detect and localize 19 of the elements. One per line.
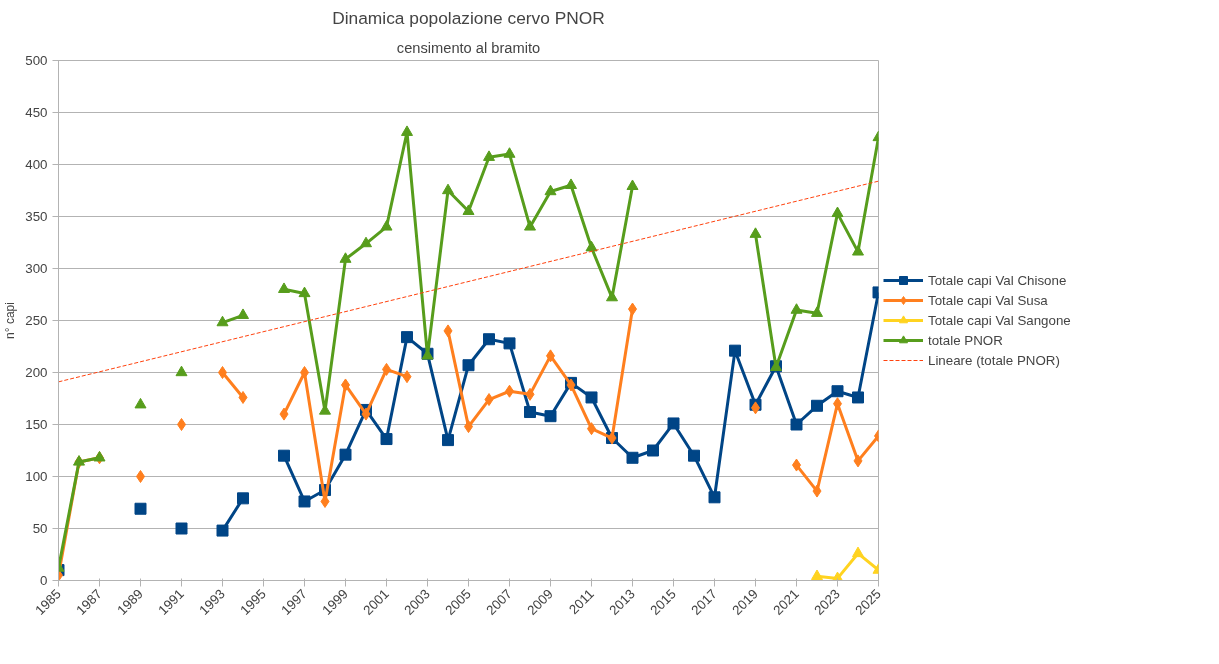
y-tick-label: 500 [25,53,48,68]
y-tick-label: 100 [25,469,48,484]
legend-label: totale PNOR [928,332,1003,348]
y-tick-label: 50 [32,521,48,536]
legend-label: Totale capi Val Sangone [928,312,1071,328]
y-tick-label: 350 [25,209,48,224]
y-axis-title: n° capi [3,302,18,339]
y-tick-label: 250 [25,313,48,328]
y-tick-label: 200 [25,365,48,380]
chart-subtitle: censimento al bramito [396,39,541,56]
y-tick-label: 400 [25,157,48,172]
y-tick-label: 150 [25,417,48,432]
y-tick-label: 0 [40,573,48,588]
legend-label: Totale capi Val Susa [928,292,1048,308]
y-tick-label: 450 [25,105,48,120]
legend-label: Totale capi Val Chisone [928,272,1067,288]
chart-title: Dinamica popolazione cervo PNOR [332,7,605,28]
legend-label: Lineare (totale PNOR) [928,352,1060,368]
y-tick-label: 300 [25,261,48,276]
